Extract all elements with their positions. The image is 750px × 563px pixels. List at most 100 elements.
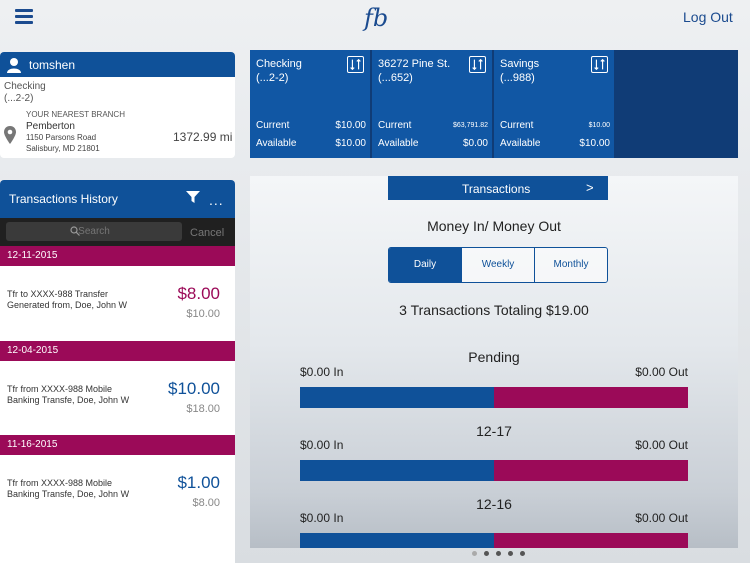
transfer-icon[interactable] [347, 56, 364, 73]
account-name: 36272 Pine St. [378, 58, 451, 70]
hamburger-menu-icon[interactable] [15, 9, 33, 25]
page-dot[interactable] [496, 551, 501, 556]
svg-text:fb: fb [362, 4, 388, 32]
account-tile-savings[interactable]: Savings (...988) Current $10.00 Availabl… [494, 50, 614, 158]
transaction-description-line-2: Generated from, Doe, John W [7, 300, 128, 310]
top-bar: fb Log Out [0, 0, 750, 40]
account-number: (...652) [378, 72, 413, 84]
transaction-description: Tfr to XXXX-988 Transfer Generated from,… [7, 289, 157, 311]
filter-icon[interactable] [186, 190, 200, 204]
date-header: 12-04-2015 [0, 341, 235, 361]
branch-distance: 1372.99 mi [173, 130, 233, 144]
account-tile-loan[interactable]: 36272 Pine St. (...652) Current $63,791.… [372, 50, 492, 158]
more-options-icon[interactable]: ... [209, 192, 224, 208]
money-out-bar [494, 460, 688, 481]
current-balance: $63,791.82 [452, 122, 488, 129]
transaction-amount: $1.00 [177, 473, 220, 492]
period-weekly-button[interactable]: Weekly [462, 248, 535, 282]
location-pin-icon [4, 126, 16, 144]
page-dot[interactable] [520, 551, 525, 556]
page-dot[interactable] [508, 551, 513, 556]
transaction-amount: $10.00 [168, 379, 220, 398]
transaction-row[interactable]: Tfr from XXXX-988 Mobile Banking Transfe… [0, 361, 235, 439]
money-in-label: $0.00 In [300, 511, 344, 525]
transaction-row[interactable]: Tfr from XXXX-988 Mobile Banking Transfe… [0, 455, 235, 533]
selected-account[interactable]: Checking (...2-2) [4, 81, 46, 105]
bank-logo: fb [360, 2, 390, 34]
transactions-history-title: Transactions History [9, 192, 118, 206]
transaction-row[interactable]: Tfr to XXXX-988 Transfer Generated from,… [0, 266, 235, 344]
available-balance: $0.00 [462, 138, 488, 149]
transactions-total: 3 Transactions Totaling $19.00 [399, 302, 589, 318]
user-card: tomshen Checking (...2-2) YOUR NEAREST B… [0, 52, 235, 158]
search-cancel-button[interactable]: Cancel [190, 227, 225, 239]
transactions-history-header: Transactions History ... [0, 180, 235, 218]
branch-name: Pemberton [26, 121, 75, 132]
current-balance: $10.00 [335, 120, 366, 131]
nearest-branch-label: YOUR NEAREST BRANCH [26, 110, 125, 119]
transaction-description-line-2: Banking Transfe, Doe, John W [7, 489, 130, 499]
account-name: Savings [500, 58, 540, 70]
selected-account-number: (...2-2) [4, 93, 34, 104]
page-dot[interactable] [472, 551, 477, 556]
money-out-label: $0.00 Out [635, 438, 688, 452]
user-icon [7, 58, 21, 73]
account-tile-name: Checking (...2-2) [256, 57, 302, 85]
chevron-right-icon: > [586, 180, 594, 195]
page-dot[interactable] [484, 551, 489, 556]
logout-button[interactable]: Log Out [683, 9, 733, 25]
current-label: Current [256, 120, 290, 131]
transaction-description-line-1: Tfr from XXXX-988 Mobile [7, 478, 113, 488]
transaction-description-line-1: Tfr to XXXX-988 Transfer [7, 289, 109, 299]
transaction-balance: $10.00 [186, 308, 220, 320]
search-input[interactable] [6, 222, 182, 241]
transaction-description: Tfr from XXXX-988 Mobile Banking Transfe… [7, 478, 157, 500]
group-label: Pending [468, 349, 520, 365]
group-label: 12-16 [476, 496, 512, 512]
money-out-bar [494, 533, 688, 548]
search-bar: Cancel [0, 218, 235, 246]
money-bar [300, 460, 688, 481]
money-out-label: $0.00 Out [635, 365, 688, 379]
period-monthly-button[interactable]: Monthly [535, 248, 607, 282]
available-label: Available [378, 138, 419, 149]
money-in-bar [300, 533, 494, 548]
account-tile-checking[interactable]: Checking (...2-2) Current $10.00 Availab… [250, 50, 370, 158]
transactions-button[interactable]: Transactions > [388, 176, 608, 200]
transaction-amount: $8.00 [177, 284, 220, 303]
money-out-bar [494, 387, 688, 408]
transaction-balance: $8.00 [192, 497, 220, 509]
selected-account-name: Checking [4, 81, 46, 92]
money-in-bar [300, 387, 494, 408]
transactions-button-label: Transactions [462, 182, 531, 196]
search-icon [70, 226, 80, 236]
user-card-header: tomshen [0, 52, 235, 77]
period-selector: Daily Weekly Monthly [388, 247, 608, 283]
current-label: Current [500, 120, 534, 131]
account-tile-name: Savings (...988) [500, 57, 539, 85]
period-daily-button[interactable]: Daily [389, 248, 462, 282]
accounts-panel: Checking (...2-2) Current $10.00 Availab… [250, 50, 738, 158]
account-number: (...988) [500, 72, 535, 84]
branch-address-line-1: 1150 Parsons Road [26, 133, 97, 142]
money-out-label: $0.00 Out [635, 511, 688, 525]
transaction-description-line-1: Tfr from XXXX-988 Mobile [7, 384, 113, 394]
current-balance: $10.00 [588, 122, 610, 129]
money-in-out-panel: Transactions > Money In/ Money Out Daily… [250, 176, 738, 548]
transaction-description: Tfr from XXXX-988 Mobile Banking Transfe… [7, 384, 157, 406]
transfer-icon[interactable] [591, 56, 608, 73]
date-header: 12-11-2015 [0, 246, 235, 266]
current-label: Current [378, 120, 412, 131]
group-label: 12-17 [476, 423, 512, 439]
available-label: Available [500, 138, 541, 149]
money-bar [300, 533, 688, 548]
page-indicator[interactable] [472, 551, 532, 556]
account-number: (...2-2) [256, 72, 289, 84]
money-in-bar [300, 460, 494, 481]
transactions-history-panel: Transactions History ... Cancel 12-11-20… [0, 180, 235, 563]
transaction-description-line-2: Banking Transfe, Doe, John W [7, 395, 130, 405]
username: tomshen [29, 58, 76, 72]
money-in-label: $0.00 In [300, 438, 344, 452]
money-bar [300, 387, 688, 408]
transfer-icon[interactable] [469, 56, 486, 73]
